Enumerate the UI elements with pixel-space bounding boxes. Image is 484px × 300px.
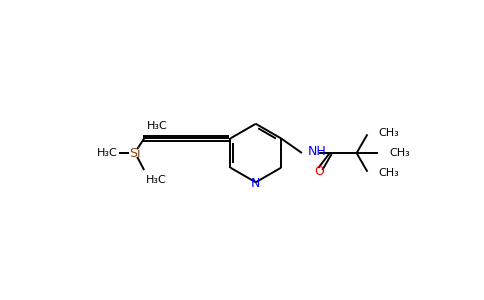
Text: N: N (251, 177, 260, 190)
Text: NH: NH (308, 145, 327, 158)
Text: H₃C: H₃C (146, 175, 166, 184)
Text: Si: Si (129, 146, 141, 160)
Text: CH₃: CH₃ (378, 168, 399, 178)
Text: H₃C: H₃C (97, 148, 118, 158)
Text: H₃C: H₃C (147, 122, 168, 131)
Text: O: O (314, 165, 324, 178)
Text: CH₃: CH₃ (389, 148, 410, 158)
Text: CH₃: CH₃ (378, 128, 399, 138)
